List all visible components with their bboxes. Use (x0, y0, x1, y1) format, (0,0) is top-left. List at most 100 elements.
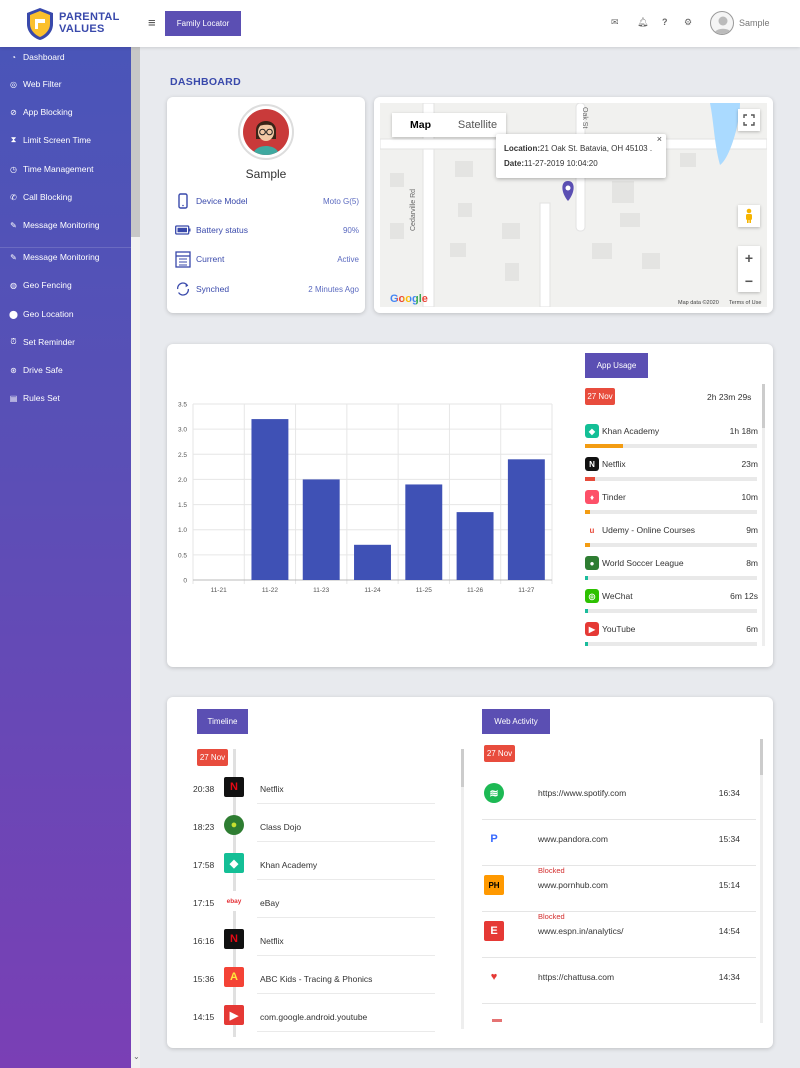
web-activity-button[interactable]: Web Activity (482, 709, 550, 734)
web-activity-scrollbar[interactable] (760, 739, 763, 1023)
battery-label: Battery status (196, 225, 248, 235)
map-view[interactable]: Cedarville Rd Oak St Map Satellite Locat… (380, 103, 767, 307)
app-usage-list[interactable]: ◆ Khan Academy 1h 18m N Netflix 23m ♦ Tinder 10m… (585, 419, 759, 646)
street-view-pegman-icon[interactable] (738, 205, 760, 227)
zoom-out-button[interactable]: − (744, 272, 754, 289)
web-url[interactable]: https://www.spotify.com (538, 788, 627, 798)
user-avatar[interactable] (710, 11, 734, 35)
sidebar-item-label: Drive Safe (23, 365, 63, 375)
web-activity-item[interactable]: ♥ https://chattusa.com 14:34 (482, 958, 756, 1004)
page-scrollbar-track[interactable] (131, 47, 140, 1068)
location-pin-icon: ⬤ (9, 309, 18, 319)
web-time: 15:34 (718, 834, 740, 844)
close-icon[interactable]: × (656, 134, 662, 144)
timeline-button[interactable]: Timeline (197, 709, 248, 734)
timeline-app-name: ABC Kids - Tracing & Phonics (260, 974, 373, 984)
google-logo[interactable]: Google (390, 293, 428, 305)
help-icon[interactable]: ? (662, 17, 668, 27)
app-usage-item[interactable]: ♦ Tinder 10m (585, 488, 759, 521)
app-usage-item[interactable]: N Netflix 23m (585, 455, 759, 488)
web-url[interactable]: www.pornhub.com (538, 880, 608, 890)
message-icon: ✎ (10, 252, 17, 262)
timeline-scroll-thumb[interactable] (461, 749, 464, 787)
timeline-date-badge: 27 Nov (197, 749, 228, 766)
sidebar-item-set-reminder[interactable]: ⏰︎ Set Reminder (9, 335, 75, 349)
web-url[interactable]: www.pandora.com (538, 834, 608, 844)
web-url[interactable]: https://chattusa.com (538, 972, 615, 982)
app-usage-button[interactable]: App Usage (585, 353, 648, 378)
web-url[interactable]: www.espn.in/analytics/ (538, 926, 624, 936)
timeline-item[interactable]: 17:58 ◆ Khan Academy (187, 849, 435, 887)
soccer-icon: ● (585, 556, 599, 570)
app-usage-item[interactable]: u Udemy - Online Courses 9m (585, 521, 759, 554)
app-usage-card: 0 0.5 1.0 1.5 2.0 2.5 3.0 3.5 11-21 11-22 11-23 11-… (167, 344, 773, 667)
chart-bar[interactable] (507, 459, 545, 580)
web-activity-scroll-thumb[interactable] (760, 739, 763, 775)
sidebar-item-message-monitoring[interactable]: ✎ Message Monitoring (9, 250, 100, 264)
sidebar-item-label: Call Blocking (23, 192, 73, 202)
sidebar-item-label: Message Monitoring (23, 252, 100, 262)
app-usage-item[interactable]: ◎ WeChat 6m 12s (585, 587, 759, 620)
child-avatar[interactable] (238, 104, 294, 160)
timeline-item[interactable]: 18:23 ● Class Dojo (187, 811, 435, 849)
hamburger-icon[interactable]: ≡ (148, 15, 156, 30)
web-time: 14:54 (718, 926, 740, 936)
map-tab-satellite[interactable]: Satellite (457, 119, 498, 131)
sidebar-divider (0, 247, 131, 248)
map-tab-map[interactable]: Map (410, 119, 431, 131)
chart-bar[interactable] (302, 479, 340, 580)
timeline-item[interactable]: 17:15 ebay eBay (187, 887, 435, 925)
web-time: 16:34 (718, 788, 740, 798)
battery-icon (175, 221, 191, 239)
chart-bar[interactable] (354, 544, 391, 580)
fullscreen-icon[interactable] (738, 109, 760, 131)
app-usage-scrollbar[interactable] (762, 384, 765, 646)
sidebar-item-app-blocking[interactable]: ⊘ App Blocking (9, 105, 72, 119)
family-locator-button[interactable]: Family Locator (165, 11, 241, 36)
timeline-item[interactable]: 15:36 A ABC Kids - Tracing & Phonics (187, 963, 435, 1001)
tinder-icon: ♦ (585, 490, 599, 504)
y-tick-label: 2.5 (178, 452, 187, 459)
timeline-scrollbar[interactable] (461, 749, 464, 1029)
chart-bar[interactable] (251, 419, 289, 580)
timeline-item[interactable]: 14:15 ▶ com.google.android.youtube (187, 1001, 435, 1039)
scroll-down-arrow-icon[interactable]: ⌄ (133, 1052, 140, 1061)
sidebar-item-rules-set[interactable]: ▤ Rules Set (9, 391, 60, 405)
sidebar-item-limit-screen-time[interactable]: ⧗ Limit Screen Time (9, 133, 91, 147)
sidebar-item-geo-location[interactable]: ⬤ Geo Location (9, 307, 74, 321)
web-activity-item[interactable]: E Blocked www.espn.in/analytics/14:54 (482, 912, 756, 958)
info-location-value: 21 Oak St. Batavia, OH 45103 . (540, 144, 653, 153)
sidebar-item-dashboard[interactable]: ◔ Dashboard (9, 50, 65, 64)
synched-row: Synched 2 Minutes Ago (175, 277, 359, 301)
hourglass-icon: ⧗ (10, 135, 17, 144)
user-name[interactable]: Sample (739, 18, 770, 28)
sidebar-item-call-blocking[interactable]: ✆ Call Blocking (9, 190, 72, 204)
web-activity-item[interactable]: ≋ https://www.spotify.com 16:34 (482, 774, 756, 820)
chart-bar[interactable] (456, 512, 494, 580)
zoom-in-button[interactable]: + (744, 249, 754, 266)
sidebar-item-message-monitoring[interactable]: ✎ Message Monitoring (9, 218, 99, 232)
map-card: Cedarville Rd Oak St Map Satellite Locat… (374, 97, 773, 313)
app-usage-item[interactable]: ◆ Khan Academy 1h 18m (585, 422, 759, 455)
bell-icon[interactable]: 🔔︎ (637, 17, 649, 27)
timeline-item[interactable]: 20:38 N Netflix (187, 773, 435, 811)
app-usage-item[interactable]: ● World Soccer League 8m (585, 554, 759, 587)
brand-logo[interactable]: PARENTAL VALUES (26, 7, 136, 43)
app-usage-item[interactable]: ▶ YouTube 6m (585, 620, 759, 646)
gear-icon[interactable]: ⚙ (684, 17, 693, 27)
sidebar-item-geo-fencing[interactable]: ◍ Geo Fencing (9, 278, 72, 292)
chart-bar[interactable] (405, 484, 443, 580)
web-activity-item[interactable]: PH Blocked www.pornhub.com 15:14 (482, 866, 756, 912)
sidebar-item-time-management[interactable]: ◷ Time Management (9, 162, 94, 176)
timeline-item[interactable]: 16:16 N Netflix (187, 925, 435, 963)
terms-of-use-link[interactable]: Terms of Use (729, 300, 762, 306)
map-type-tabs: Map Satellite (392, 113, 506, 137)
device-model-row: Device Model Moto G(5) (175, 189, 359, 213)
sidebar-item-drive-safe[interactable]: ⊛ Drive Safe (9, 363, 63, 377)
app-usage-scroll-thumb[interactable] (762, 384, 765, 428)
mail-icon[interactable]: ✉ (611, 17, 619, 27)
message-icon: ✎ (10, 220, 17, 230)
sidebar-scrollbar[interactable] (131, 47, 140, 237)
sidebar-item-web-filter[interactable]: ◎ Web Filter (9, 77, 62, 91)
